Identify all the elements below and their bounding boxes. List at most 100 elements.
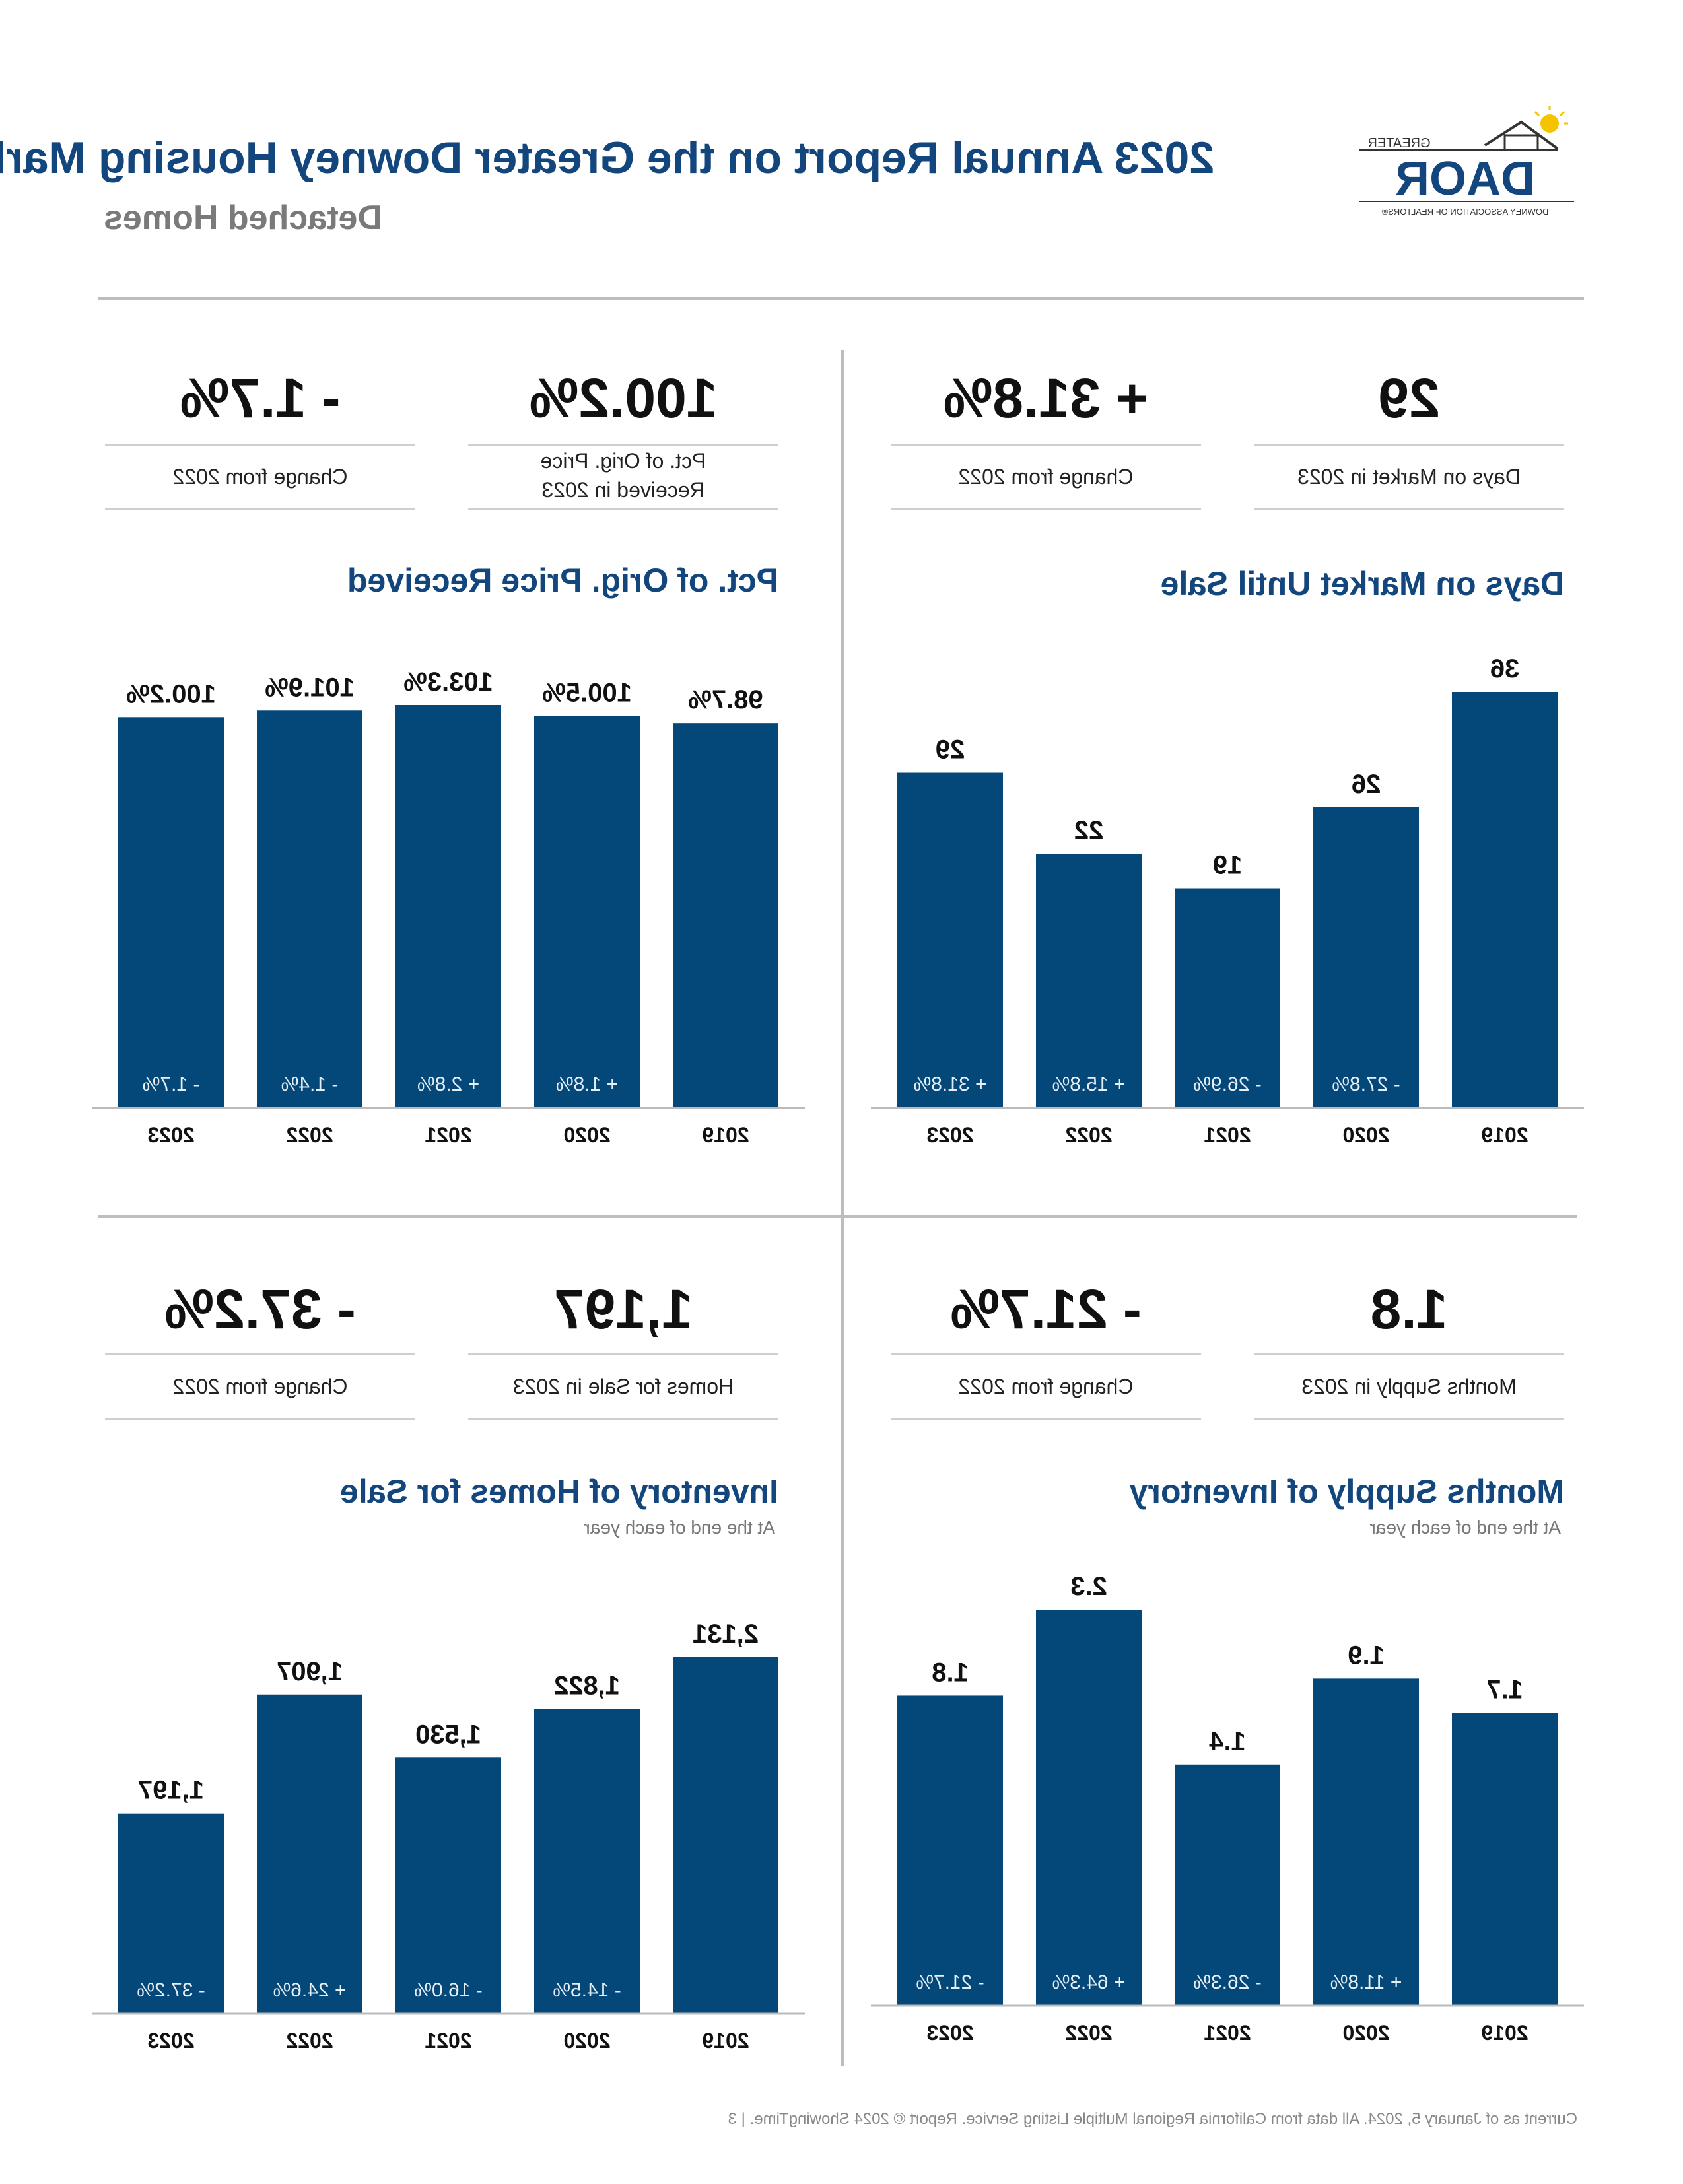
change-label-2021: - 16.0% [414, 1979, 482, 2001]
value-label-2022: 101.9% [265, 673, 355, 702]
value-label-2023: 100.2% [126, 679, 216, 708]
tick-label-2022: 2022 [286, 1123, 333, 1147]
inv-change-rule [105, 1353, 415, 1355]
dom-bar-chart: 36 2019 26 - 27.8% 2020 19 - 26.9% 2021 22 + 15.8… [871, 654, 1584, 1147]
middle-divider [98, 1215, 1577, 1218]
change-label-2023: - 37.2% [137, 1979, 205, 2001]
daor-logo: GREATER DAOR DOWNEY ASSOCIATION OF REALT… [1353, 102, 1577, 228]
inv-bar-2022 [257, 1694, 362, 2014]
tick-label-2020: 2020 [1342, 1123, 1389, 1147]
ms-bar-2020 [1313, 1678, 1419, 2006]
pct-bar-chart: 98.7% 2019 100.5% + 1.8% 2020 103.3% + 2.8% 202… [92, 667, 805, 1147]
ms-value-rule [1254, 1353, 1564, 1355]
pct-value-rule [468, 444, 778, 446]
ms-change-label-rule [891, 1418, 1201, 1420]
value-label-2019: 1.7 [1486, 1676, 1523, 1705]
dom-chart-title: Days on Market Until Sale [1160, 565, 1564, 602]
ms-bar-chart: 1.7 2019 1.9 + 11.8% 2020 1.4 - 26.3% 2021 2.3 + … [871, 1572, 1584, 2045]
svg-text:DOWNEY ASSOCIATION OF REALTORS: DOWNEY ASSOCIATION OF REALTORS® [1381, 207, 1548, 217]
svg-text:GREATER: GREATER [1367, 136, 1430, 151]
dom-change-rule [891, 444, 1201, 446]
pct-label-rule [468, 508, 778, 510]
pct-change-label-rule [105, 508, 415, 510]
inv-value: 1,197 [553, 1278, 693, 1340]
tick-label-2023: 2023 [926, 1123, 973, 1147]
ms-change-value: - 21.7% [950, 1278, 1142, 1340]
dom-change-label: Change from 2022 [958, 465, 1134, 489]
tick-label-2022: 2022 [286, 2029, 333, 2053]
ms-chart-subtitle: At the end of each year [1369, 1517, 1561, 1538]
value-label-2019: 2,131 [693, 1620, 759, 1649]
value-label-2021: 1,530 [415, 1720, 481, 1749]
value-label-2021: 1.4 [1208, 1727, 1245, 1756]
dom-change-value: + 31.8% [943, 367, 1149, 429]
value-label-2020: 1.9 [1348, 1641, 1385, 1670]
change-label-2020: + 1.8% [556, 1074, 618, 1095]
tick-label-2022: 2022 [1065, 2021, 1112, 2045]
tick-label-2019: 2019 [1481, 1123, 1528, 1147]
value-label-2020: 100.5% [542, 679, 632, 708]
pct-label: Pct. of Orig. Price Received in 2023 [540, 449, 706, 502]
dom-bar-2019 [1452, 692, 1558, 1108]
change-label-2021: - 26.9% [1193, 1074, 1261, 1095]
dom-change-label-rule [891, 508, 1201, 510]
pct-bar-2021 [395, 705, 501, 1108]
tick-label-2023: 2023 [147, 1123, 194, 1147]
dom-label-rule [1254, 508, 1564, 510]
inv-chart-subtitle: At the end of each year [584, 1517, 775, 1538]
report-subtitle: Detached Homes [104, 199, 382, 237]
change-label-2020: - 27.8% [1332, 1074, 1400, 1095]
change-label-2022: + 64.3% [1052, 1971, 1126, 1993]
change-label-2021: + 2.8% [417, 1074, 479, 1095]
value-label-2023: 29 [936, 735, 965, 765]
change-label-2022: + 15.8% [1052, 1074, 1126, 1095]
ms-label-rule [1254, 1418, 1564, 1420]
change-label-2023: - 21.7% [916, 1971, 984, 1993]
tick-label-2021: 2021 [1204, 1123, 1251, 1147]
tick-label-2019: 2019 [1481, 2021, 1528, 2045]
ms-chart-title: Months Supply of Inventory [1129, 1473, 1564, 1510]
inv-bar-2019 [673, 1657, 778, 2014]
ms-value: 1.8 [1370, 1278, 1448, 1340]
dom-bar-2021 [1175, 888, 1280, 1108]
inv-label: Homes for Sale in 2023 [512, 1375, 734, 1398]
tick-label-2021: 2021 [1204, 2021, 1251, 2045]
ms-change-rule [891, 1353, 1201, 1355]
center-divider [841, 350, 844, 2066]
change-label-2023: - 1.7% [143, 1074, 200, 1095]
ms-bar-2023 [897, 1695, 1003, 2006]
change-label-2021: - 26.3% [1193, 1971, 1261, 1993]
header-divider [98, 297, 1584, 300]
value-label-2023: 1,197 [138, 1776, 204, 1805]
change-label-2022: - 1.4% [281, 1074, 339, 1095]
dom-bar-2023 [897, 772, 1003, 1108]
pct-change-value: - 1.7% [180, 367, 341, 429]
value-label-2023: 1.8 [932, 1658, 969, 1687]
change-label-2020: + 11.8% [1330, 1971, 1402, 1993]
inv-change-value: - 37.2% [164, 1278, 356, 1340]
tick-label-2019: 2019 [702, 1123, 749, 1147]
tick-label-2023: 2023 [147, 2029, 194, 2053]
pct-chart-title: Pct. of Orig. Price Received [347, 562, 778, 599]
ms-bar-2022 [1036, 1610, 1142, 2006]
change-label-2023: + 31.8% [914, 1074, 987, 1095]
dom-label: Days on Market in 2023 [1297, 465, 1521, 489]
inv-value-rule [468, 1353, 778, 1355]
tick-label-2019: 2019 [702, 2029, 749, 2053]
svg-text:DAOR: DAOR [1395, 153, 1535, 205]
dom-value-rule [1254, 444, 1564, 446]
ms-change-label: Change from 2022 [958, 1375, 1134, 1398]
value-label-2021: 19 [1213, 851, 1243, 880]
tick-label-2020: 2020 [563, 2029, 610, 2053]
change-label-2022: + 24.6% [273, 1979, 347, 2001]
pct-change-rule [105, 444, 415, 446]
value-label-2020: 26 [1352, 770, 1381, 799]
value-label-2022: 2.3 [1070, 1572, 1107, 1601]
dom-bar-2020 [1313, 807, 1419, 1108]
value-label-2019: 36 [1490, 654, 1520, 683]
ms-bar-2019 [1452, 1713, 1558, 2006]
pct-bar-2023 [118, 717, 224, 1108]
inv-label-rule [468, 1418, 778, 1420]
inv-chart-title: Inventory of Homes for Sale [339, 1473, 778, 1510]
